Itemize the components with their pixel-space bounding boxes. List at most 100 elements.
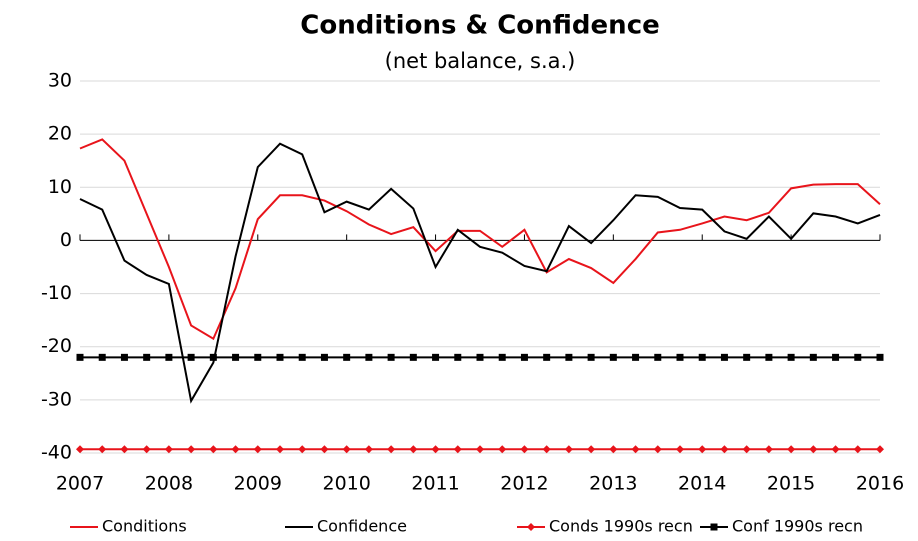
marker	[298, 353, 306, 361]
legend-label: Conds 1990s recn	[549, 517, 693, 536]
marker	[453, 445, 462, 454]
y-tick-label: -40	[41, 442, 72, 464]
marker	[853, 445, 862, 454]
x-tick-label: 2007	[56, 473, 104, 495]
marker	[742, 445, 751, 454]
chart-subtitle: (net balance, s.a.)	[385, 49, 576, 73]
marker	[142, 445, 151, 454]
marker	[409, 353, 417, 361]
series-line	[79, 138, 881, 341]
marker	[143, 353, 151, 361]
marker	[498, 445, 507, 454]
marker	[710, 523, 718, 531]
marker	[653, 445, 662, 454]
series-line	[79, 142, 881, 404]
x-tick-label: 2013	[589, 473, 637, 495]
y-tick-label: -20	[41, 335, 72, 357]
marker	[809, 445, 818, 454]
marker	[76, 353, 84, 361]
marker	[676, 353, 684, 361]
marker	[387, 445, 396, 454]
marker	[527, 523, 535, 531]
marker	[831, 445, 840, 454]
marker	[720, 353, 728, 361]
marker	[654, 353, 662, 361]
marker	[542, 445, 551, 454]
marker	[409, 445, 418, 454]
y-tick-label: -10	[41, 282, 72, 304]
legend-label: Conditions	[102, 517, 187, 536]
marker	[320, 445, 329, 454]
marker	[276, 445, 284, 454]
marker	[476, 353, 484, 361]
marker	[76, 445, 84, 454]
marker	[454, 353, 462, 361]
marker	[187, 445, 196, 454]
marker	[520, 445, 529, 454]
marker	[587, 353, 595, 361]
marker	[876, 353, 884, 361]
legend-label: Conf 1990s recn	[732, 517, 863, 536]
marker	[343, 353, 351, 361]
marker	[520, 353, 528, 361]
marker	[364, 445, 373, 454]
x-tick-label: 2014	[678, 473, 726, 495]
y-tick-label: 0	[60, 229, 72, 251]
marker	[698, 445, 707, 454]
marker	[765, 353, 773, 361]
marker	[209, 445, 218, 454]
marker	[543, 353, 551, 361]
marker	[120, 445, 129, 454]
marker	[743, 353, 751, 361]
marker	[565, 353, 573, 361]
marker	[764, 445, 773, 454]
marker	[253, 445, 262, 454]
x-tick-label: 2009	[234, 473, 282, 495]
x-tick-label: 2011	[411, 473, 459, 495]
marker	[387, 353, 395, 361]
marker	[609, 353, 617, 361]
marker	[187, 353, 195, 361]
marker	[165, 353, 173, 361]
marker	[276, 353, 284, 361]
marker	[254, 353, 262, 361]
y-tick-label: 30	[48, 70, 72, 92]
x-tick-label: 2015	[767, 473, 815, 495]
x-tick-label: 2010	[322, 473, 370, 495]
chart-title: Conditions & Confidence	[300, 11, 659, 41]
marker	[832, 353, 840, 361]
marker	[854, 353, 862, 361]
marker	[432, 353, 440, 361]
marker	[564, 445, 573, 454]
marker	[632, 353, 640, 361]
y-tick-label: -30	[41, 388, 72, 410]
marker	[476, 445, 484, 454]
marker	[365, 353, 373, 361]
marker	[809, 353, 817, 361]
marker	[720, 445, 729, 454]
marker	[676, 445, 684, 454]
marker	[298, 445, 307, 454]
y-tick-label: 20	[48, 123, 72, 145]
marker	[209, 353, 217, 361]
marker	[631, 445, 640, 454]
marker	[431, 445, 440, 454]
marker	[120, 353, 128, 361]
marker	[164, 445, 173, 454]
legend-label: Confidence	[317, 517, 407, 536]
marker	[787, 445, 796, 454]
marker	[787, 353, 795, 361]
marker	[232, 353, 240, 361]
marker	[98, 353, 106, 361]
marker	[587, 445, 596, 454]
marker	[698, 353, 706, 361]
marker	[98, 445, 107, 454]
y-tick-label: 10	[48, 176, 72, 198]
x-tick-label: 2012	[500, 473, 548, 495]
marker	[231, 445, 240, 454]
marker	[342, 445, 351, 454]
marker	[876, 445, 884, 454]
marker	[320, 353, 328, 361]
x-tick-label: 2008	[145, 473, 193, 495]
